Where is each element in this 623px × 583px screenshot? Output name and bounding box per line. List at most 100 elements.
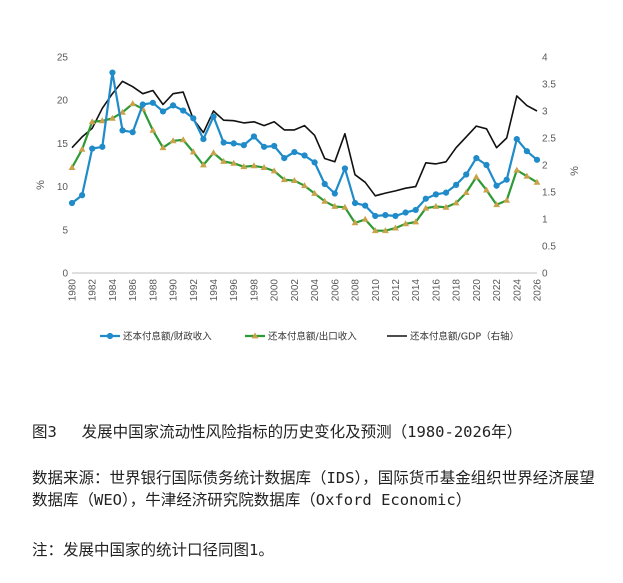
data-point — [89, 145, 96, 152]
data-point — [220, 157, 227, 164]
data-point — [361, 215, 369, 222]
debt-service-chart: 0 5 10 15 20 25 0 0.5 1 1.5 2 2.5 3 3.5 4 1980 1982 1984 1… — [35, 53, 581, 343]
data-point — [169, 137, 177, 144]
data-point — [240, 163, 248, 170]
data-point — [180, 107, 187, 114]
data-point — [462, 189, 470, 195]
x-tick-label: 2000 — [270, 279, 281, 302]
y2-tick-label: 4 — [542, 53, 548, 64]
data-point — [301, 182, 308, 189]
data-point — [200, 161, 207, 168]
data-point — [260, 164, 268, 170]
data-point — [412, 218, 420, 225]
data-point — [230, 159, 238, 166]
x-tick-label: 2006 — [330, 279, 341, 302]
data-point — [341, 165, 349, 172]
data-point — [432, 191, 440, 198]
y2-tick-label: 2 — [542, 161, 548, 172]
x-tick-label: 1984 — [108, 279, 119, 302]
y2-tick-label: 0.5 — [542, 242, 556, 253]
data-point — [78, 145, 86, 152]
data-point — [321, 180, 328, 188]
data-point — [281, 154, 288, 162]
legend-item: 还本付息额/出口收入 — [245, 331, 357, 343]
y-tick-label: 10 — [57, 182, 69, 193]
data-point — [372, 212, 379, 220]
data-point — [68, 199, 76, 207]
data-point — [119, 127, 126, 134]
y-tick-label: 20 — [57, 96, 69, 107]
data-point — [442, 189, 450, 196]
data-point — [68, 164, 76, 170]
data-point — [412, 206, 419, 214]
x-tick-label: 2002 — [290, 279, 301, 302]
data-point — [88, 118, 96, 125]
data-point — [533, 178, 541, 185]
x-tick-label: 2012 — [391, 279, 402, 302]
data-point — [422, 195, 429, 202]
data-point — [200, 135, 207, 143]
y-tick-label: 0 — [62, 269, 68, 280]
data-point — [453, 181, 460, 188]
data-point — [483, 186, 490, 193]
y-axis-label: % — [35, 180, 47, 190]
data-point — [382, 227, 389, 234]
legend-marker — [251, 332, 259, 339]
x-tick-label: 1986 — [128, 279, 139, 302]
y2-tick-label: 1 — [542, 215, 548, 226]
data-point — [271, 142, 278, 150]
data-point — [119, 108, 126, 115]
x-tick-label: 2022 — [492, 279, 503, 302]
data-point — [331, 202, 339, 209]
data-point — [382, 212, 389, 219]
data-point — [321, 197, 329, 204]
x-tick-label: 2014 — [411, 279, 422, 302]
data-point — [230, 140, 237, 147]
data-point — [149, 99, 156, 106]
data-point — [452, 199, 460, 206]
data-point — [129, 100, 137, 107]
legend-marker — [106, 332, 114, 340]
data-point — [463, 171, 470, 178]
x-tick-label: 1990 — [169, 279, 180, 302]
data-point — [331, 190, 338, 197]
data-point — [149, 126, 157, 133]
data-point — [523, 148, 530, 155]
data-point — [351, 219, 359, 226]
data-point — [179, 136, 187, 143]
series-line — [71, 80, 538, 197]
data-point — [98, 117, 106, 124]
data-point — [291, 177, 298, 183]
data-point — [129, 129, 136, 136]
data-point — [159, 108, 167, 115]
x-tick-label: 1998 — [249, 279, 260, 302]
x-tick-label: 1994 — [209, 279, 220, 302]
data-point — [392, 212, 399, 220]
data-point — [79, 192, 86, 199]
y2-tick-label: 3.5 — [542, 80, 556, 91]
data-point — [220, 139, 227, 146]
data-point — [402, 220, 409, 227]
x-tick-label: 2020 — [472, 279, 483, 302]
legend-item: 还本付息额/GDP（右轴） — [387, 331, 519, 343]
data-point — [260, 143, 268, 150]
x-tick-label: 2004 — [310, 279, 321, 302]
y2-tick-label: 3 — [542, 107, 548, 118]
y2-axis-label: % — [569, 166, 581, 176]
x-tick-label: 2024 — [512, 279, 523, 302]
series-2 — [68, 100, 541, 234]
data-point — [301, 152, 308, 159]
series-3 — [71, 80, 538, 197]
data-point — [240, 142, 247, 149]
figure-note: 注：发展中国家的统计口径同图1。 — [32, 541, 274, 559]
data-point — [159, 144, 167, 151]
figure-title: 图3 发展中国家流动性风险指标的历史变化及预测（1980-2026年） — [32, 423, 523, 441]
chart-series — [68, 69, 541, 234]
data-point — [250, 162, 258, 169]
x-tick-label: 2026 — [533, 279, 544, 302]
data-point — [483, 161, 490, 169]
data-point — [291, 148, 298, 156]
data-point — [432, 202, 440, 209]
chart-legend: 还本付息额/财政收入 还本付息额/出口收入 还本付息额/GDP（右轴） — [100, 331, 519, 343]
legend-label: 还本付息额/出口收入 — [268, 331, 357, 343]
